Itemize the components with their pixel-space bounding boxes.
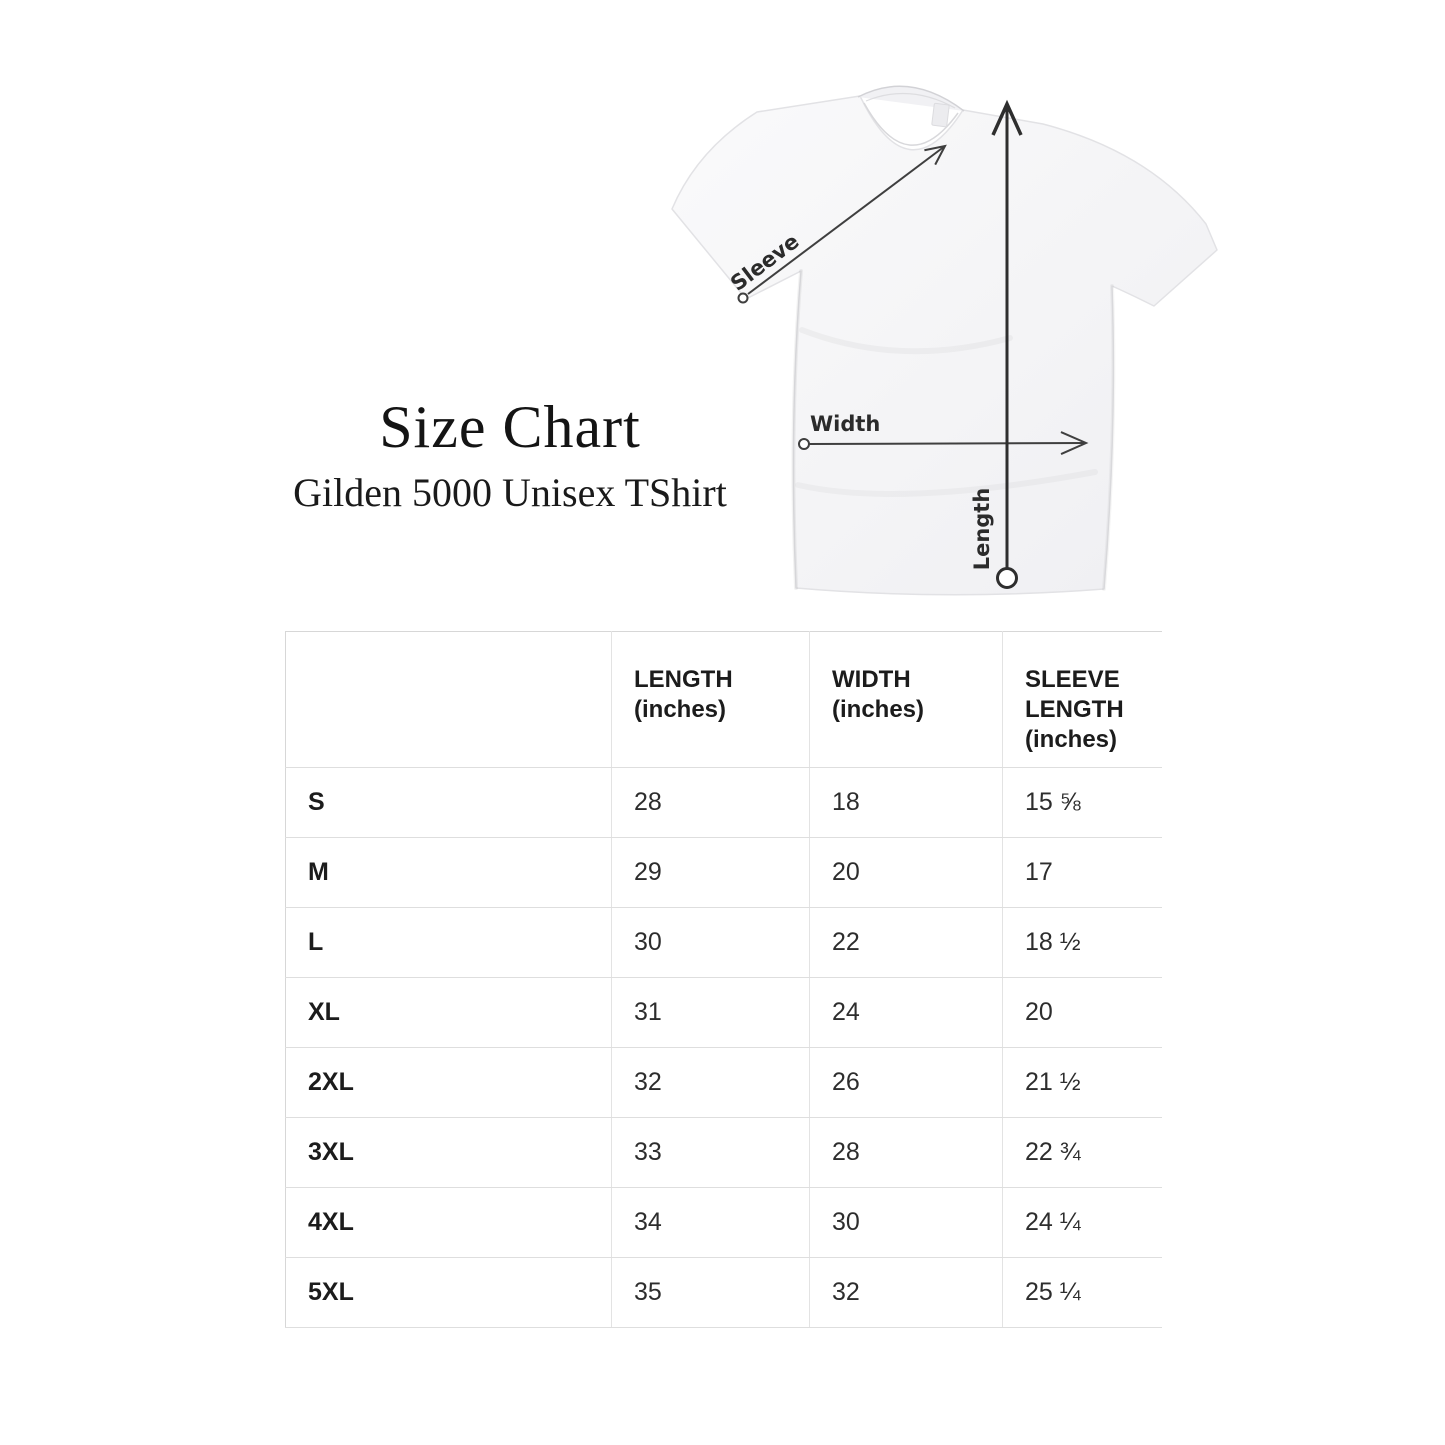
sleeve-length-value: 21 ½: [1002, 1047, 1162, 1118]
sleeve-endpoint-circle: [737, 292, 749, 304]
length-value: 32: [611, 1047, 810, 1118]
sleeve-length-value: 20: [1002, 977, 1162, 1048]
length-value: 30: [611, 907, 810, 978]
size-value: L: [285, 907, 612, 978]
length-value: 34: [611, 1187, 810, 1258]
table-row: 5XL 35 32 25 ¼: [285, 1257, 1162, 1328]
header-width: WIDTH (inches): [809, 631, 1003, 768]
title-block: Size Chart Gilden 5000 Unisex TShirt: [170, 394, 850, 516]
table-header-row: LENGTH (inches) WIDTH (inches) SLEEVE LE…: [285, 631, 1162, 768]
size-value: M: [285, 837, 612, 908]
width-value: 30: [809, 1187, 1003, 1258]
table-row: L 30 22 18 ½: [285, 907, 1162, 978]
length-endpoint-circle: [996, 567, 1018, 589]
size-value: 3XL: [285, 1117, 612, 1188]
header-sleeve-length: SLEEVE LENGTH (inches): [1002, 631, 1162, 768]
sleeve-length-value: 24 ¼: [1002, 1187, 1162, 1258]
table-row: S 28 18 15 ⅝: [285, 767, 1162, 838]
length-value: 29: [611, 837, 810, 908]
size-table-container: LENGTH (inches) WIDTH (inches) SLEEVE LE…: [285, 631, 1162, 1328]
size-table: LENGTH (inches) WIDTH (inches) SLEEVE LE…: [285, 631, 1162, 1328]
table-row: M 29 20 17: [285, 837, 1162, 908]
table-row: 3XL 33 28 22 ¾: [285, 1117, 1162, 1188]
sleeve-length-value: 15 ⅝: [1002, 767, 1162, 838]
header-size: [285, 631, 612, 768]
width-value: 32: [809, 1257, 1003, 1328]
length-value: 33: [611, 1117, 810, 1188]
length-value: 28: [611, 767, 810, 838]
width-value: 28: [809, 1117, 1003, 1188]
fabric-fold: [791, 269, 803, 590]
header-length: LENGTH (inches): [611, 631, 810, 768]
width-endpoint-circle: [798, 438, 810, 450]
size-value: XL: [285, 977, 612, 1048]
width-value: 20: [809, 837, 1003, 908]
sleeve-length-value: 25 ¼: [1002, 1257, 1162, 1328]
collar-band-line: [865, 92, 956, 109]
page-subtitle: Gilden 5000 Unisex TShirt: [293, 470, 727, 515]
width-value: 26: [809, 1047, 1003, 1118]
sleeve-length-value: 22 ¾: [1002, 1117, 1162, 1188]
length-value: 35: [611, 1257, 810, 1328]
width-value: 24: [809, 977, 1003, 1048]
tshirt-diagram-svg: Sleeve Width Length: [671, 85, 1218, 596]
tshirt-shape: [671, 95, 1218, 596]
page-title: Size Chart: [379, 394, 641, 460]
sleeve-measure-line: [747, 144, 947, 295]
size-value: 2XL: [285, 1047, 612, 1118]
table-row: 2XL 32 26 21 ½: [285, 1047, 1162, 1118]
width-value: 18: [809, 767, 1003, 838]
sleeve-length-value: 18 ½: [1002, 907, 1162, 978]
length-label: Length: [970, 488, 994, 571]
size-value: 4XL: [285, 1187, 612, 1258]
table-row: 4XL 34 30 24 ¼: [285, 1187, 1162, 1258]
tshirt-measurement-diagram: Sleeve Width Length: [600, 55, 1280, 625]
length-value: 31: [611, 977, 810, 1048]
width-value: 22: [809, 907, 1003, 978]
neck-tag: [931, 102, 950, 128]
table-row: XL 31 24 20: [285, 977, 1162, 1048]
width-measure-line: [808, 431, 1089, 456]
sleeve-length-value: 17: [1002, 837, 1162, 908]
width-label: Width: [810, 412, 880, 436]
size-value: 5XL: [285, 1257, 612, 1328]
fabric-fold: [1102, 284, 1116, 591]
size-value: S: [285, 767, 612, 838]
